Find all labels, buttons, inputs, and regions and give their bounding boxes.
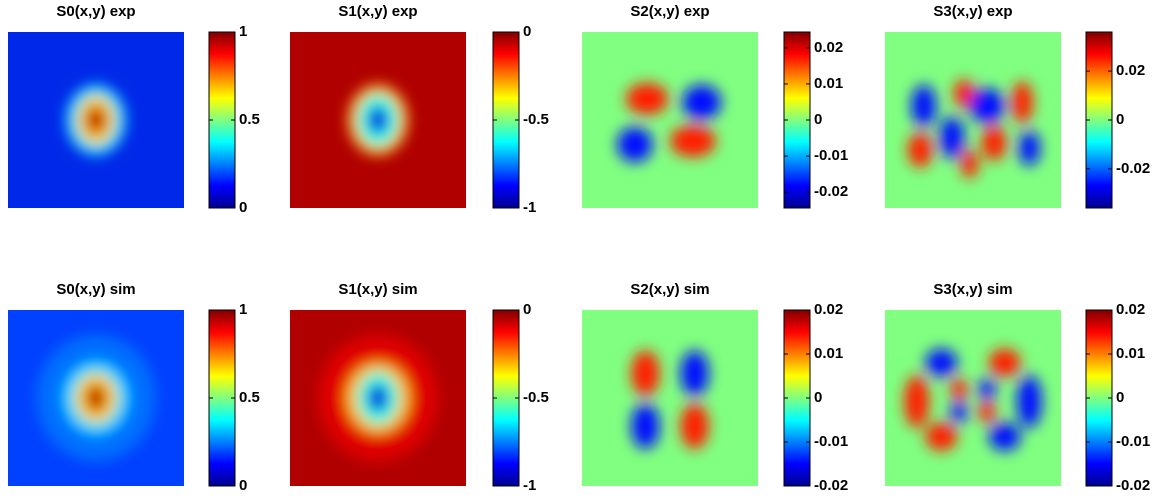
colorbar-tick-label: 0 xyxy=(1116,111,1124,128)
colorbar xyxy=(783,309,811,487)
heatmap-blob xyxy=(85,105,107,135)
heatmap xyxy=(582,32,758,208)
panel-title: S0(x,y) exp xyxy=(56,3,135,20)
heatmap-background xyxy=(582,32,758,208)
heatmap xyxy=(290,32,466,208)
heatmap-pattern xyxy=(907,79,1040,179)
panel-title: S1(x,y) exp xyxy=(338,3,417,20)
colorbar-tick-label: 0.02 xyxy=(1116,301,1145,318)
heatmap-blob xyxy=(907,132,933,168)
heatmap-blob xyxy=(367,105,389,135)
colorbar-tick-label: 0.02 xyxy=(1116,62,1145,79)
heatmap-blob xyxy=(1018,130,1040,166)
heatmap-blob xyxy=(953,79,975,108)
colorbar-tick-label: 1 xyxy=(239,301,247,318)
heatmap xyxy=(885,32,1061,208)
heatmap-background xyxy=(885,32,1061,208)
heatmap-blob xyxy=(950,378,968,400)
heatmap xyxy=(582,310,758,486)
heatmap-blob xyxy=(978,378,996,400)
heatmap-blob xyxy=(960,149,979,179)
heatmap-pattern xyxy=(617,83,722,163)
colorbar xyxy=(208,31,236,209)
heatmap-blob xyxy=(85,383,107,413)
panel-title: S3(x,y) sim xyxy=(933,281,1012,298)
heatmap-blob xyxy=(988,422,1021,451)
colorbar-tick-label: 0 xyxy=(239,477,247,494)
colorbar-tick-label: -0.01 xyxy=(1116,433,1150,450)
heatmap-blob xyxy=(626,83,669,115)
heatmap-blob xyxy=(631,350,660,397)
panel-title: S2(x,y) exp xyxy=(630,3,709,20)
heatmap-blob xyxy=(904,375,929,428)
heatmap-pattern xyxy=(36,334,156,462)
heatmap xyxy=(290,310,466,486)
heatmap-blob xyxy=(367,383,389,413)
colorbar-tick-label: 0.5 xyxy=(239,111,260,128)
panel-title: S0(x,y) sim xyxy=(56,281,135,298)
heatmap-pattern xyxy=(348,84,408,156)
heatmap-blob xyxy=(911,84,937,128)
heatmap-blob xyxy=(950,401,968,423)
colorbar-tick-label: 0.5 xyxy=(239,389,260,406)
colorbar-tick-label: 0 xyxy=(814,111,822,128)
colorbar-tick-label: 0.01 xyxy=(1116,345,1145,362)
colorbar-tick-label: 0 xyxy=(523,23,531,40)
heatmap-blob xyxy=(680,350,709,397)
colorbar-tick-label: -0.02 xyxy=(814,477,848,494)
colorbar-tick-label: 0 xyxy=(1116,389,1124,406)
colorbar-tick-label: -0.02 xyxy=(814,183,848,200)
colorbar xyxy=(1085,309,1113,487)
colorbar-tick-label: 0 xyxy=(239,199,247,216)
colorbar-tick-label: 1 xyxy=(239,23,247,40)
heatmap xyxy=(885,310,1061,486)
colorbar-tick-label: -1 xyxy=(523,199,536,216)
heatmap-blob xyxy=(939,116,965,159)
heatmap xyxy=(8,310,184,486)
heatmap-blob xyxy=(631,403,660,450)
heatmap-blob xyxy=(617,127,653,163)
heatmap-pattern xyxy=(66,84,126,156)
heatmap-blob xyxy=(1016,375,1042,428)
heatmap-blob xyxy=(670,125,716,157)
heatmap-blob xyxy=(682,84,722,120)
colorbar xyxy=(208,309,236,487)
heatmap-pattern xyxy=(318,334,438,462)
heatmap-blob xyxy=(981,125,1007,161)
colorbar-tick-label: -1 xyxy=(523,477,536,494)
heatmap-blob xyxy=(988,348,1021,377)
colorbar-tick-label: 0.02 xyxy=(814,301,843,318)
colorbar-tick-label: 0 xyxy=(814,389,822,406)
colorbar-tick-label: 0.01 xyxy=(814,345,843,362)
colorbar-tick-label: -0.01 xyxy=(814,433,848,450)
heatmap-blob xyxy=(1011,81,1033,124)
colorbar-tick-label: -0.5 xyxy=(523,389,549,406)
heatmap-blob xyxy=(680,403,709,450)
panel-title: S3(x,y) exp xyxy=(933,3,1012,20)
colorbar-tick-label: -0.02 xyxy=(1116,477,1150,494)
colorbar-tick-label: -0.5 xyxy=(523,111,549,128)
heatmap xyxy=(8,32,184,208)
colorbar-tick-label: -0.01 xyxy=(814,147,848,164)
heatmap-pattern xyxy=(904,348,1042,451)
heatmap-background xyxy=(582,310,758,486)
panel-title: S2(x,y) sim xyxy=(630,281,709,298)
heatmap-pattern xyxy=(631,350,709,450)
colorbar-tick-label: 0.02 xyxy=(814,39,843,56)
colorbar-tick-label: 0.01 xyxy=(814,75,843,92)
colorbar xyxy=(783,31,811,209)
heatmap-blob xyxy=(969,88,1005,124)
heatmap-blob xyxy=(925,422,958,451)
colorbar-tick-label: 0 xyxy=(523,301,531,318)
heatmap-blob xyxy=(978,401,996,423)
panel-title: S1(x,y) sim xyxy=(338,281,417,298)
colorbar-tick-label: -0.02 xyxy=(1116,160,1150,177)
heatmap-blob xyxy=(925,348,958,377)
